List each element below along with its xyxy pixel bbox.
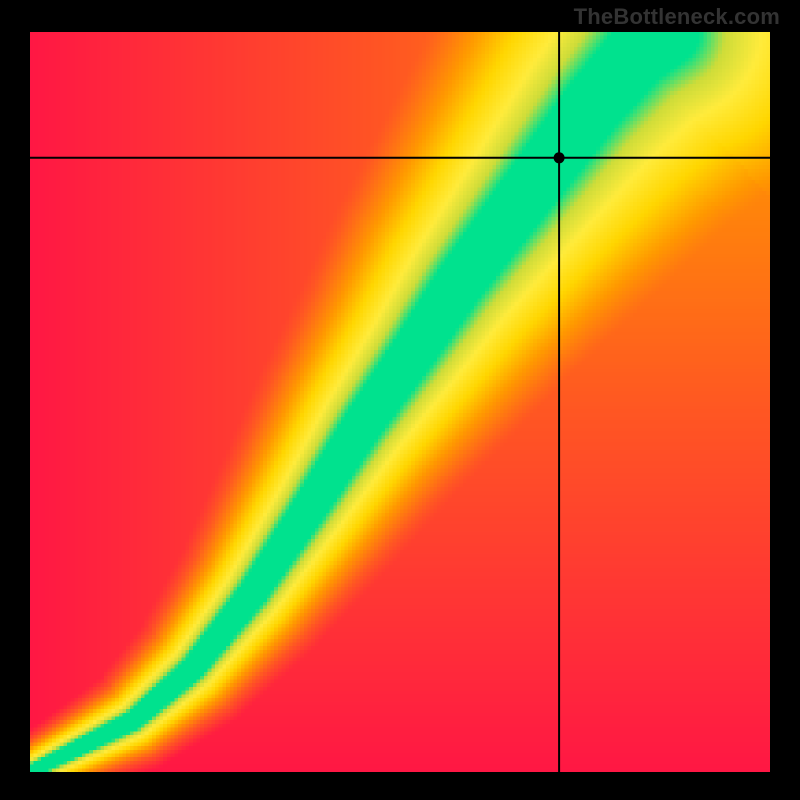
chart-stage: TheBottleneck.com: [0, 0, 800, 800]
plot-area: [30, 32, 770, 772]
attribution-watermark: TheBottleneck.com: [574, 4, 780, 30]
bottleneck-heatmap: [30, 32, 770, 772]
